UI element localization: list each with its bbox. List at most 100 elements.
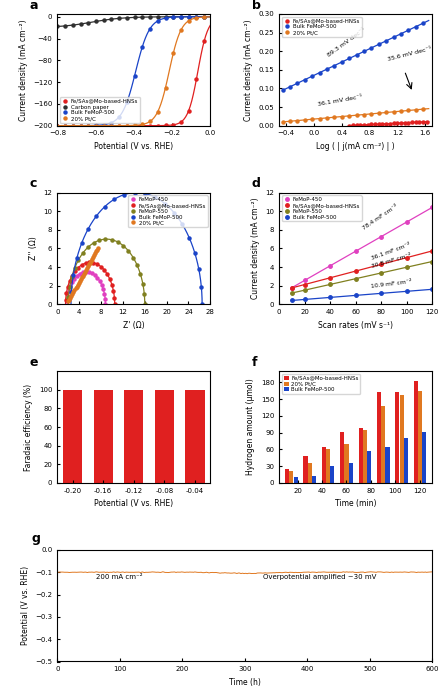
Bar [186, 390, 205, 483]
FeMoP-450 [302, 276, 307, 285]
Bulk FeMoP-500 [86, 224, 91, 232]
FeMoP-450 [65, 291, 71, 300]
Line: FeMoP-450: FeMoP-450 [290, 206, 434, 289]
Fe/SAs@Mo-based-HNSs [328, 274, 333, 282]
20% Pt/C [171, 49, 176, 57]
FeMoP-550 [289, 289, 295, 298]
Bar [308, 463, 312, 483]
Bar [330, 466, 334, 483]
Bulk FeMoP-500 [347, 55, 352, 63]
20% Pt/C [384, 108, 389, 117]
20% Pt/C [295, 116, 300, 125]
Fe/SAs@Mo-based-HNSs [417, 118, 422, 126]
Fe/SAs@Mo-based-HNSs [302, 280, 307, 288]
Text: 36.1 mV dec⁻¹: 36.1 mV dec⁻¹ [318, 94, 363, 107]
20% Pt/C [83, 266, 89, 274]
Bulk FeMoP-500 [325, 65, 330, 74]
Line: FeMoP-450: FeMoP-450 [66, 270, 107, 306]
Bulk FeMoP-500 [369, 43, 374, 52]
20% Pt/C [325, 113, 330, 122]
Bulk FeMoP-500 [398, 29, 404, 38]
Carbon paper [155, 13, 161, 21]
FeMoP-550 [85, 243, 90, 251]
Bulk FeMoP-500 [354, 51, 359, 60]
Carbon paper [70, 21, 75, 29]
FeMoP-550 [140, 279, 146, 288]
FeMoP-550 [69, 273, 75, 281]
FeMoP-450 [99, 281, 104, 289]
20% Pt/C [132, 121, 137, 130]
Text: Overpotential amplified ~30 mV: Overpotential amplified ~30 mV [263, 574, 377, 580]
FeMoP-450 [101, 285, 106, 293]
Fe/SAs@Mo-based-HNSs [365, 120, 370, 129]
FeMoP-450 [102, 290, 107, 298]
Line: Fe/SAs@Mo-based-HNSs: Fe/SAs@Mo-based-HNSs [56, 40, 206, 127]
Text: 35.6 mV dec⁻¹: 35.6 mV dec⁻¹ [387, 46, 432, 62]
Fe/SAs@Mo-based-HNSs [369, 120, 374, 129]
Fe/SAs@Mo-based-HNSs [155, 121, 161, 130]
Fe/SAs@Mo-based-HNSs [395, 119, 400, 127]
Bar [312, 476, 316, 483]
Bulk FeMoP-500 [93, 121, 99, 130]
20% Pt/C [90, 255, 95, 263]
20% Pt/C [155, 107, 161, 116]
FeMoP-450 [92, 271, 97, 279]
20% Pt/C [81, 270, 86, 278]
Bulk FeMoP-500 [132, 188, 138, 197]
20% Pt/C [339, 112, 344, 120]
Bar [289, 470, 293, 483]
20% Pt/C [95, 246, 100, 254]
Bulk FeMoP-500 [155, 17, 161, 25]
Carbon paper [178, 13, 183, 21]
Bulk FeMoP-500 [69, 288, 74, 297]
Bulk FeMoP-500 [391, 33, 396, 41]
Y-axis label: Hydrogen amount (μmol): Hydrogen amount (μmol) [246, 379, 255, 475]
20% Pt/C [79, 273, 84, 281]
FeMoP-450 [83, 267, 89, 276]
Carbon paper [202, 13, 207, 21]
FeMoP-550 [430, 258, 435, 266]
Fe/SAs@Mo-based-HNSs [70, 121, 75, 130]
Bulk FeMoP-500 [78, 121, 83, 130]
FeMoP-550 [142, 290, 147, 298]
Line: FeMoP-550: FeMoP-550 [290, 260, 434, 295]
20% Pt/C [93, 249, 98, 258]
Bulk FeMoP-500 [339, 58, 344, 66]
Bar [377, 393, 381, 483]
20% Pt/C [70, 121, 75, 130]
20% Pt/C [90, 253, 96, 261]
FeMoP-450 [75, 272, 80, 280]
Fe/SAs@Mo-based-HNSs [289, 284, 295, 292]
20% Pt/C [398, 107, 404, 116]
Bar [294, 477, 298, 483]
Fe/SAs@Mo-based-HNSs [124, 121, 130, 130]
20% Pt/C [86, 121, 91, 130]
Bar [363, 430, 367, 483]
Bulk FeMoP-500 [295, 79, 300, 88]
Fe/SAs@Mo-based-HNSs [387, 119, 392, 127]
Carbon paper [124, 13, 130, 22]
Bulk FeMoP-500 [332, 62, 337, 70]
Line: Bulk FeMoP-500: Bulk FeMoP-500 [290, 288, 434, 302]
Y-axis label: Current density (mA cm⁻²): Current density (mA cm⁻²) [244, 19, 253, 120]
Fe/SAs@Mo-based-HNSs [361, 120, 366, 129]
Carbon paper [163, 13, 168, 21]
Bulk FeMoP-500 [63, 121, 68, 130]
FeMoP-550 [67, 283, 72, 291]
Y-axis label: Faradaic efficiency (%): Faradaic efficiency (%) [24, 384, 34, 470]
Bulk FeMoP-500 [413, 22, 419, 31]
Line: Bulk FeMoP-500: Bulk FeMoP-500 [70, 191, 204, 306]
20% Pt/C [317, 114, 322, 122]
Text: a: a [30, 0, 38, 12]
FeMoP-450 [72, 274, 77, 283]
Fe/SAs@Mo-based-HNSs [83, 259, 88, 267]
FeMoP-450 [70, 278, 75, 286]
Carbon paper [101, 16, 106, 25]
Bulk FeMoP-500 [194, 13, 199, 21]
Bulk FeMoP-500 [196, 265, 202, 274]
Fe/SAs@Mo-based-HNSs [116, 121, 122, 130]
Fe/SAs@Mo-based-HNSs [350, 121, 355, 130]
FeMoP-450 [378, 232, 384, 241]
Fe/SAs@Mo-based-HNSs [55, 121, 60, 130]
Text: c: c [30, 177, 37, 190]
